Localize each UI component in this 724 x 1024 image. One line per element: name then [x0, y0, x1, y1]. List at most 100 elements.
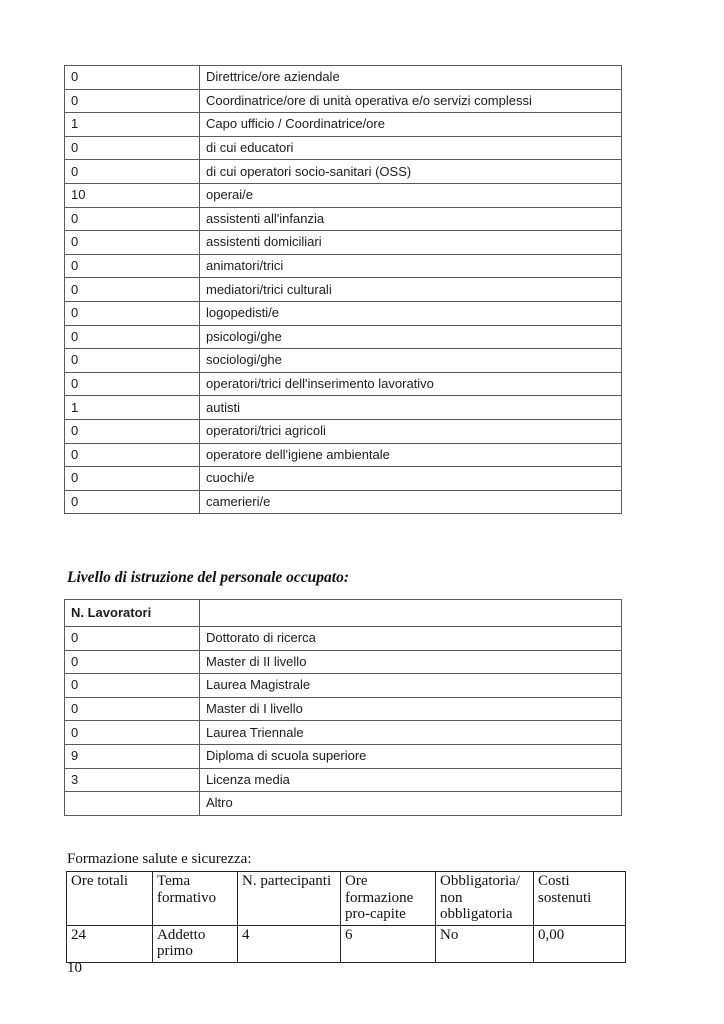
- education-level-table-header: N. Lavoratori: [64, 599, 622, 627]
- table-cell: 0: [64, 159, 200, 184]
- table-cell: Laurea Magistrale: [199, 673, 622, 698]
- table-row: 0 animatori/trici: [64, 253, 622, 279]
- table-row: 0 cuochi/e: [64, 466, 622, 491]
- table-cell: 0: [64, 466, 200, 491]
- education-level-table-body: 0 Dottorato di ricerca 0 Master di II livel…: [64, 626, 622, 816]
- table-cell: 0: [64, 371, 200, 397]
- table-row: 0 Coordinatrice/ore di unità operativa e/…: [64, 88, 622, 114]
- table-row: 0 psicologi/ghe: [64, 324, 622, 350]
- table-cell: autisti: [199, 395, 622, 420]
- table-row: 0 di cui operatori socio-sanitari (OSS): [64, 159, 622, 184]
- table-cell: operai/e: [199, 182, 622, 208]
- table-cell: 1: [64, 112, 200, 137]
- table-cell: 6: [340, 924, 436, 963]
- table-row: 10 operai/e: [64, 182, 622, 208]
- training-table-body: 24 Addetto primo 4 6 No 0,00: [66, 924, 626, 963]
- table-row: 0 logopedisti/e: [64, 300, 622, 326]
- table-cell: Altro: [199, 791, 622, 816]
- table-cell: operatori/trici agricoli: [199, 418, 622, 444]
- table-row: 0 Dottorato di ricerca: [64, 626, 622, 651]
- table-cell: 4: [237, 924, 341, 963]
- training-heading: Formazione salute e sicurezza:: [67, 851, 252, 867]
- table-row: 0 Laurea Magistrale: [64, 673, 622, 698]
- table-cell: assistenti all'infanzia: [199, 206, 622, 232]
- table-header-cell: N. partecipanti: [237, 871, 341, 926]
- table-cell: 0: [64, 418, 200, 444]
- table-cell: di cui operatori socio-sanitari (OSS): [199, 159, 622, 184]
- table-row: 24 Addetto primo 4 6 No 0,00: [66, 924, 626, 963]
- table-row: 0 Laurea Triennale: [64, 720, 622, 745]
- table-cell: 0: [64, 649, 200, 675]
- table-row: 0 di cui educatori: [64, 135, 622, 161]
- table-cell: 3: [64, 767, 200, 793]
- table-row: 1 Capo ufficio / Coordinatrice/ore: [64, 112, 622, 137]
- table-cell: 0: [64, 300, 200, 326]
- table-row: 9 Diploma di scuola superiore: [64, 743, 622, 769]
- table-row: 0 mediatori/trici culturali: [64, 277, 622, 302]
- table-cell: 0: [64, 135, 200, 161]
- table-row: 3 Licenza media: [64, 767, 622, 793]
- table-cell: logopedisti/e: [199, 300, 622, 326]
- table-row: 0 sociologi/ghe: [64, 348, 622, 373]
- table-cell: Licenza media: [199, 767, 622, 793]
- table-cell: Coordinatrice/ore di unità operativa e/o…: [199, 88, 622, 114]
- table-cell: di cui educatori: [199, 135, 622, 161]
- table-row: 0 operatore dell'igiene ambientale: [64, 442, 622, 468]
- table-header-cell: Ore totali: [66, 871, 153, 926]
- table-cell: Laurea Triennale: [199, 720, 622, 745]
- education-heading: Livello di istruzione del personale occu…: [67, 569, 349, 586]
- page-number: 10: [67, 960, 82, 976]
- table-cell: animatori/trici: [199, 253, 622, 279]
- table-cell: Dottorato di ricerca: [199, 626, 622, 651]
- table-cell: 0: [64, 65, 200, 90]
- table-cell: 0: [64, 673, 200, 698]
- training-table: Ore totali Tema formativo N. partecipanti O…: [66, 871, 626, 963]
- table-row: 0 Master di II livello: [64, 649, 622, 675]
- table-cell: 0: [64, 626, 200, 651]
- table-cell: Master di I livello: [199, 696, 622, 722]
- table-row: 0 camerieri/e: [64, 489, 622, 515]
- table-cell: [64, 791, 200, 816]
- table-row: 0 operatori/trici agricoli: [64, 418, 622, 444]
- table-cell: Master di II livello: [199, 649, 622, 675]
- table-cell: 0: [64, 696, 200, 722]
- table-cell: 10: [64, 182, 200, 208]
- table-cell: camerieri/e: [199, 489, 622, 515]
- table-cell: Diploma di scuola superiore: [199, 743, 622, 769]
- table-header-cell: [199, 599, 622, 627]
- table-cell: assistenti domiciliari: [199, 230, 622, 255]
- training-table-header: Ore totali Tema formativo N. partecipanti O…: [66, 871, 626, 926]
- table-cell: 0: [64, 442, 200, 468]
- table-cell: 0: [64, 489, 200, 515]
- table-header-row: N. Lavoratori: [64, 599, 622, 627]
- table-row: 0 assistenti all'infanzia: [64, 206, 622, 232]
- table-cell: 9: [64, 743, 200, 769]
- table-cell: No: [435, 924, 534, 963]
- table-cell: operatori/trici dell'inserimento lavorat…: [199, 371, 622, 397]
- table-cell: 0,00: [533, 924, 626, 963]
- table-cell: 0: [64, 206, 200, 232]
- table-row: Altro: [64, 791, 622, 816]
- table-cell: 0: [64, 324, 200, 350]
- table-row: 0 Direttrice/ore aziendale: [64, 65, 622, 90]
- table-cell: psicologi/ghe: [199, 324, 622, 350]
- staff-count-table-body: 0 Direttrice/ore aziendale 0 Coordinatrice/…: [64, 65, 622, 515]
- table-row: 0 Master di I livello: [64, 696, 622, 722]
- table-header-cell: Costi sostenuti: [533, 871, 626, 926]
- table-row: 1 autisti: [64, 395, 622, 420]
- table-cell: 24: [66, 924, 153, 963]
- table-cell: Direttrice/ore aziendale: [199, 65, 622, 90]
- table-row: 0 assistenti domiciliari: [64, 230, 622, 255]
- table-cell: sociologi/ghe: [199, 348, 622, 373]
- table-cell: 0: [64, 348, 200, 373]
- table-cell: cuochi/e: [199, 466, 622, 491]
- table-cell: operatore dell'igiene ambientale: [199, 442, 622, 468]
- table-cell: 0: [64, 230, 200, 255]
- table-cell: 0: [64, 253, 200, 279]
- table-cell: 0: [64, 88, 200, 114]
- table-cell: Addetto primo: [152, 924, 238, 963]
- table-cell: 0: [64, 277, 200, 302]
- table-cell: 1: [64, 395, 200, 420]
- table-header-cell: Obbligatoria/ non obbligatoria: [435, 871, 534, 926]
